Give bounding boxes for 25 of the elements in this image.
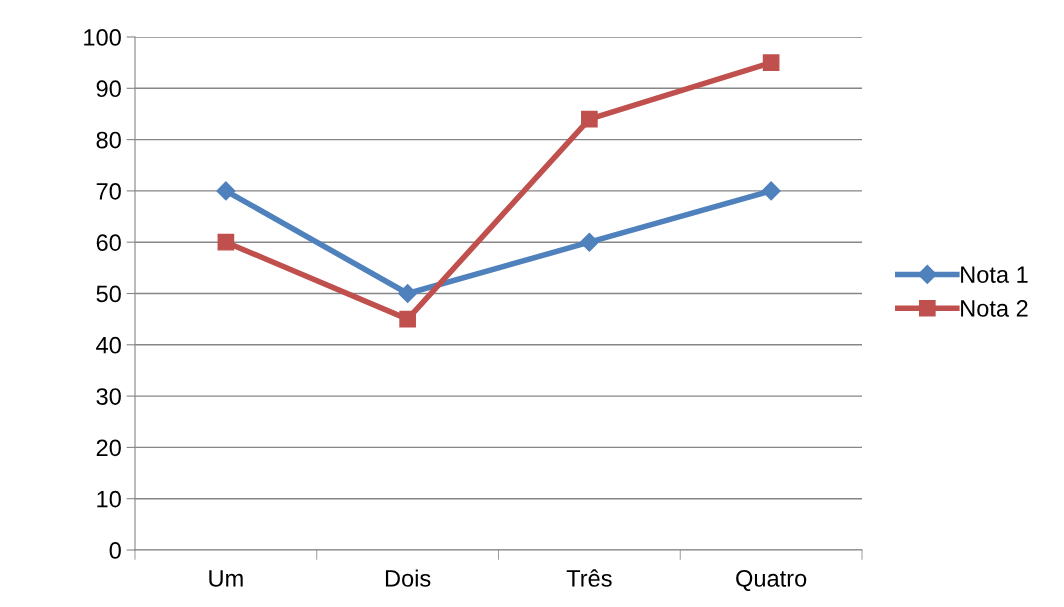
y-tick-label: 60	[96, 234, 121, 251]
x-tick-label: Dois	[385, 569, 431, 587]
y-tick-label: 10	[97, 490, 121, 508]
point	[217, 233, 235, 251]
point	[216, 181, 236, 201]
y-tick-label: 30	[96, 388, 121, 405]
legend-label: Nota 1	[961, 266, 1028, 283]
y-tick-label: 90	[96, 80, 121, 98]
point	[761, 181, 781, 201]
legend-label: Nota 2	[961, 300, 1028, 317]
y-tick-label: 40	[96, 336, 121, 354]
y-tick-label: 0	[109, 542, 121, 559]
y-tick-label: 50	[96, 285, 121, 303]
y-tick-label: 20	[96, 439, 121, 457]
point	[762, 54, 780, 71]
point	[581, 110, 598, 128]
y-tick-label: 80	[96, 131, 121, 149]
y-tick-label: 70	[96, 182, 121, 200]
point	[398, 283, 418, 304]
x-tick-label: Três	[566, 569, 612, 587]
point	[579, 232, 599, 252]
y-tick-label: 100	[84, 29, 121, 46]
x-tick-label: Um	[209, 570, 243, 587]
x-tick-label: Quatro	[736, 570, 807, 592]
point	[399, 310, 416, 328]
